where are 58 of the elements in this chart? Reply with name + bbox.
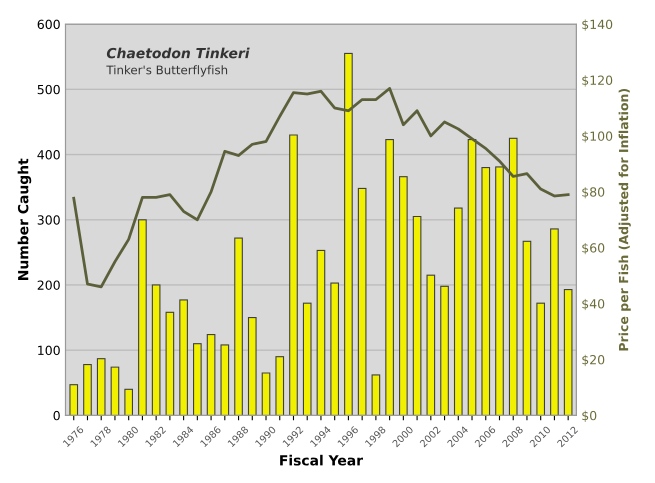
bar bbox=[262, 372, 270, 416]
annotation: Tinker's Butterflyfish bbox=[106, 65, 228, 77]
y-tick-label: 300 bbox=[38, 215, 60, 225]
line-series bbox=[72, 87, 570, 288]
bar bbox=[344, 52, 353, 416]
y2-tick-label: $0 bbox=[582, 410, 596, 422]
bar bbox=[330, 282, 340, 416]
bar bbox=[454, 207, 463, 416]
bar bbox=[481, 167, 490, 416]
bar bbox=[275, 356, 284, 416]
bar bbox=[83, 364, 92, 416]
bar bbox=[495, 166, 504, 416]
bar bbox=[316, 250, 326, 416]
y-tick-label: 200 bbox=[38, 280, 60, 290]
y2-tick-label: $120 bbox=[582, 75, 612, 87]
bar bbox=[412, 216, 422, 416]
y-axis-title: Number Caught bbox=[18, 158, 32, 280]
bar bbox=[220, 344, 230, 416]
bar bbox=[248, 317, 257, 416]
bar bbox=[508, 138, 518, 416]
bar bbox=[399, 176, 408, 416]
y2-tick-label: $20 bbox=[582, 354, 604, 366]
y2-tick-label: $140 bbox=[582, 19, 612, 31]
bar bbox=[96, 358, 106, 416]
bar bbox=[110, 366, 120, 416]
bar bbox=[426, 274, 436, 416]
y-tick-label: 0 bbox=[54, 410, 60, 420]
bar bbox=[179, 299, 188, 416]
bar bbox=[69, 384, 78, 416]
bar bbox=[166, 312, 174, 416]
bar bbox=[289, 134, 298, 416]
bar bbox=[152, 284, 160, 416]
bar bbox=[440, 286, 449, 416]
x-axis-title: Fiscal Year bbox=[280, 454, 363, 466]
bar bbox=[564, 288, 572, 416]
bar bbox=[372, 374, 380, 416]
bar bbox=[536, 302, 546, 416]
bar bbox=[124, 388, 134, 416]
y2-tick-label: $80 bbox=[582, 187, 604, 198]
bar bbox=[468, 139, 476, 416]
bar bbox=[138, 219, 147, 416]
bar bbox=[358, 188, 366, 416]
bar bbox=[550, 228, 559, 416]
y2-tick-label: $100 bbox=[582, 131, 612, 143]
y2-tick-label: $40 bbox=[582, 298, 604, 310]
y2-axis-title: Price per Fish (Adjusted for Inflation) bbox=[618, 88, 631, 350]
annotation: Chaetodon Tinkeri bbox=[106, 48, 250, 58]
bar bbox=[385, 139, 394, 416]
bar bbox=[234, 237, 243, 416]
y-tick-label: 500 bbox=[38, 84, 60, 94]
y2-tick-label: $60 bbox=[582, 242, 604, 254]
bar bbox=[302, 302, 312, 416]
y-tick-label: 400 bbox=[37, 150, 60, 160]
y-tick-label: 600 bbox=[38, 20, 60, 30]
bar bbox=[193, 343, 202, 416]
bar bbox=[206, 334, 216, 416]
y-tick-label: 100 bbox=[38, 346, 60, 356]
bar bbox=[522, 240, 532, 416]
